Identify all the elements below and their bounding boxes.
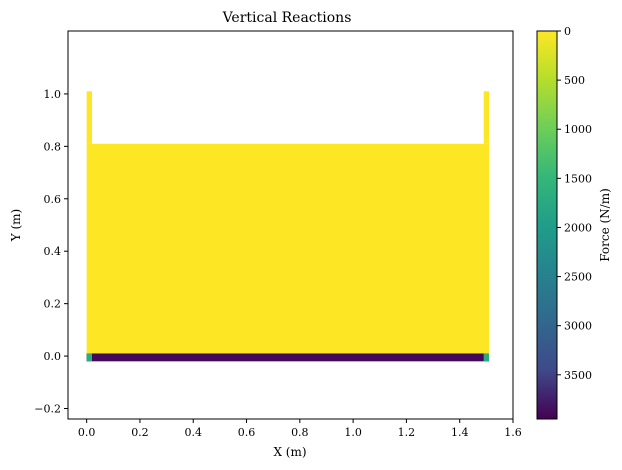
colorbar-axis: 0 500 1000 1500 2000 2500 3000 3500: [557, 25, 592, 382]
y-tick-label: 0.6: [44, 193, 62, 206]
x-tick-label: 0.6: [238, 426, 256, 439]
colorbar-tick-label: 2500: [564, 271, 592, 284]
colorbar: [536, 30, 558, 420]
x-tick-label: 0.8: [291, 426, 309, 439]
y-tick-label: 0.4: [44, 245, 62, 258]
plot-frame: [67, 30, 514, 420]
x-tick-label: 0.0: [78, 426, 96, 439]
y-axis: −0.2 0.0 0.2 0.4 0.6 0.8 1.0: [34, 88, 68, 416]
x-tick-label: 0.2: [131, 426, 149, 439]
y-tick-label: 0.8: [44, 140, 62, 153]
y-tick-label: −0.2: [34, 403, 61, 416]
y-tick-label: 0.0: [44, 350, 62, 363]
data-region-4: [86, 353, 92, 362]
colorbar-tick-label: 1000: [564, 123, 592, 136]
x-tick-label: 1.0: [344, 426, 362, 439]
data-region-0: [86, 143, 490, 359]
colorbar-tick-label: 3000: [564, 320, 592, 333]
y-axis-label: Y (m): [9, 209, 23, 242]
colorbar-tick-label: 2000: [564, 221, 592, 234]
y-tick-label: 0.2: [44, 298, 62, 311]
colorbar-tick-label: 3500: [564, 369, 592, 382]
data-regions: [86, 91, 490, 362]
colorbar-label: Force (N/m): [598, 188, 612, 262]
x-tick-label: 1.4: [451, 426, 469, 439]
x-tick-label: 0.4: [184, 426, 202, 439]
colorbar-tick-label: 0: [564, 25, 571, 38]
y-tick-label: 1.0: [44, 88, 62, 101]
chart-title: Vertical Reactions: [222, 10, 352, 26]
data-region-2: [483, 91, 490, 144]
x-tick-label: 1.2: [398, 426, 416, 439]
data-region-3: [86, 353, 490, 362]
data-region-1: [86, 91, 92, 144]
colorbar-tick-label: 1500: [564, 172, 592, 185]
x-axis: 0.0 0.2 0.4 0.6 0.8 1.0 1.2 1.4 1.6: [78, 419, 522, 439]
x-axis-label: X (m): [273, 445, 306, 459]
colorbar-tick-label: 500: [564, 74, 585, 87]
x-tick-label: 1.6: [504, 426, 522, 439]
data-region-5: [483, 353, 490, 362]
